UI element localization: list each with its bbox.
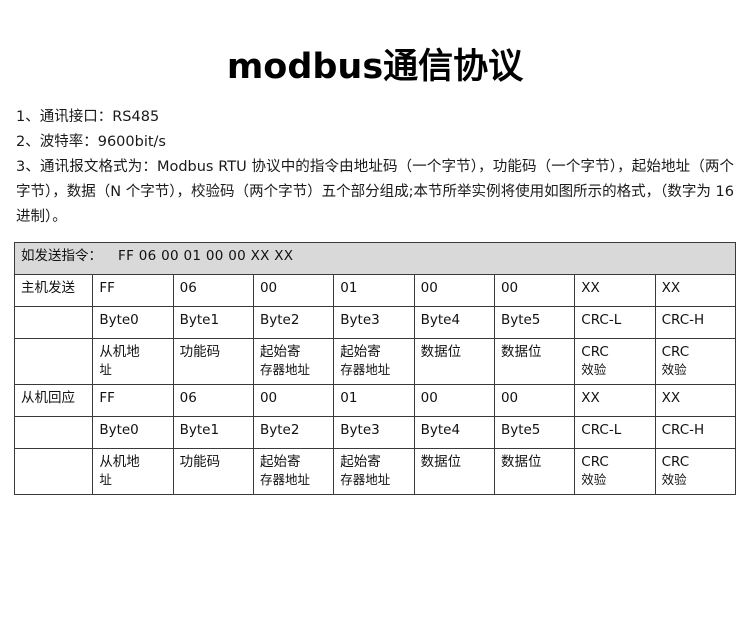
cell-byte: Byte5 (493, 306, 576, 339)
cell-desc-line2: 效验 (581, 472, 607, 487)
cell-desc: CRC 效验 (574, 338, 656, 385)
table-row: 从机回应 FF 06 00 01 00 00 XX XX (13, 384, 737, 417)
cell-value: 06 (172, 274, 254, 307)
cell-desc: 起始寄 存器地址 (252, 338, 335, 385)
cell-desc-line2: 存器地址 (259, 472, 310, 487)
protocol-table: 如发送指令： FF 06 00 01 00 00 XX XX 主机发送 FF 06… (13, 242, 737, 495)
cell-value: 00 (252, 384, 335, 417)
cell-byte: Byte3 (333, 306, 415, 339)
table-row: 从机地址 功能码 起始寄存器地址 起始寄存器地址 数据位 数据位 CRC 效验 C… (13, 338, 737, 385)
cell-desc: 起始寄 存器地址 (252, 448, 335, 495)
header-command-bar: 如发送指令： FF 06 00 01 00 00 XX XX (14, 242, 736, 275)
row-label-slave-reply: 从机回应 (13, 384, 94, 417)
cell-desc: CRC 效验 (574, 448, 656, 495)
cell-value: 00 (493, 384, 576, 417)
cell-crc-high: CRC-H (654, 416, 737, 449)
cell-value: 01 (333, 274, 415, 307)
cell-byte: Byte1 (172, 306, 254, 339)
table-row: Byte0 Byte1 Byte2 Byte3 Byte4 Byte5 CRC-… (13, 306, 737, 339)
cell-desc: 功能码 (172, 338, 254, 385)
table-row: Byte0 Byte1 Byte2 Byte3 Byte4 Byte5 CRC-… (13, 416, 737, 449)
cell-byte: Byte0 (92, 416, 174, 449)
cell-desc-line2: 存器地址 (340, 362, 391, 377)
cell-desc-line1: 数据位 (420, 344, 462, 360)
cell-desc: CRC 效验 (654, 448, 737, 495)
cell-desc-line1: 从机地 (99, 344, 140, 360)
cell-desc: 数据位 (413, 448, 495, 495)
cell-crc-high: CRC-H (654, 306, 737, 339)
row-label-empty (13, 416, 94, 449)
cell-crc-low: CRC-L (574, 416, 656, 449)
cell-desc-line2: 存器地址 (259, 362, 310, 377)
cell-byte: Byte3 (333, 416, 415, 449)
cell-desc-line1: 数据位 (420, 454, 462, 470)
cell-desc: 起始寄 存器地址 (333, 338, 415, 385)
row-label-empty (13, 338, 94, 385)
cell-desc-line1: 功能码 (179, 454, 221, 470)
table-row: 主机发送 FF 06 00 01 00 00 XX XX (13, 274, 737, 307)
page-title: modbus通信协议 (226, 47, 524, 87)
cell-value: 00 (493, 274, 576, 307)
cell-byte: Byte5 (493, 416, 576, 449)
document-page: modbus通信协议 1、通讯接口：RS485 2、波特率：9600bit/s … (0, 38, 750, 629)
cell-value: XX (654, 274, 737, 307)
cell-value: FF (92, 274, 174, 307)
cell-byte: Byte2 (252, 416, 335, 449)
cell-value: XX (654, 384, 737, 417)
row-label-empty (13, 448, 94, 495)
cell-desc-line1: 数据位 (500, 344, 542, 360)
cell-desc-line1: 起始寄 (259, 454, 301, 470)
cell-value: XX (574, 384, 656, 417)
cell-desc: CRC 效验 (654, 338, 737, 385)
paragraph-baudrate: 2、波特率：9600bit/s (16, 134, 166, 150)
cell-byte: Byte4 (413, 416, 495, 449)
table-header-row: 如发送指令： FF 06 00 01 00 00 XX XX (14, 242, 736, 275)
cell-byte: Byte4 (413, 306, 495, 339)
cell-desc: 从机地址 (92, 448, 174, 495)
cell-desc-line1: 功能码 (179, 344, 221, 360)
cell-desc: 从机地址 (92, 338, 174, 385)
cell-value: 01 (333, 384, 415, 417)
cell-value: 00 (413, 384, 495, 417)
cell-desc-line2: 效验 (661, 472, 687, 487)
cell-byte: Byte2 (252, 306, 335, 339)
cell-desc-line1: CRC (581, 454, 609, 470)
cell-desc-line1: CRC (661, 454, 690, 470)
cell-byte: Byte0 (92, 306, 174, 339)
cell-desc-line1: 从机地 (99, 454, 140, 470)
cell-value: XX (574, 274, 656, 307)
cell-desc: 数据位 (493, 448, 576, 495)
cell-desc-line1: 起始寄 (340, 454, 381, 470)
cell-desc-line1: 数据位 (500, 454, 542, 470)
cell-desc-line1: 起始寄 (259, 344, 301, 360)
cell-desc-line1: 起始寄 (340, 344, 381, 360)
cell-desc-line2: 址 (99, 472, 112, 487)
table-row: 从机地址 功能码 起始寄存器地址 起始寄存器地址 数据位 数据位 CRC 效验 C… (13, 448, 737, 495)
cell-desc-line1: CRC (661, 344, 690, 360)
header-label: 如发送指令： (21, 248, 102, 264)
cell-desc: 功能码 (172, 448, 254, 495)
cell-desc-line2: 效验 (581, 362, 607, 377)
cell-value: FF (92, 384, 174, 417)
cell-value: 00 (413, 274, 495, 307)
cell-desc-line2: 存器地址 (340, 472, 391, 487)
cell-desc: 数据位 (493, 338, 576, 385)
cell-desc-line2: 址 (99, 362, 112, 377)
header-command-code: FF 06 00 01 00 00 XX XX (118, 248, 294, 264)
intro-paragraphs: 1、通讯接口：RS485 2、波特率：9600bit/s 3、通讯报文格式为：M… (14, 105, 736, 230)
cell-desc-line1: CRC (581, 344, 609, 360)
row-label-empty (13, 306, 94, 339)
cell-value: 06 (172, 384, 254, 417)
cell-value: 00 (252, 274, 335, 307)
cell-desc: 数据位 (413, 338, 495, 385)
paragraph-interface: 1、通讯接口：RS485 (16, 109, 160, 125)
row-label-master-send: 主机发送 (13, 274, 94, 307)
cell-desc: 起始寄 存器地址 (333, 448, 415, 495)
cell-crc-low: CRC-L (574, 306, 656, 339)
paragraph-frame-format: 3、通讯报文格式为：Modbus RTU 协议中的指令由地址码（一个字节），功能… (16, 159, 734, 225)
cell-desc-line2: 效验 (661, 362, 687, 377)
cell-byte: Byte1 (172, 416, 254, 449)
